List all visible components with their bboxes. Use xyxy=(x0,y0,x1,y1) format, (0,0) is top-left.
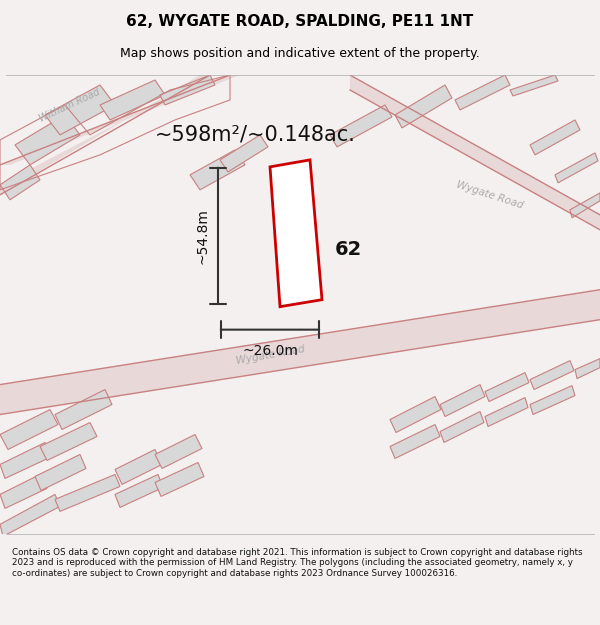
Polygon shape xyxy=(390,397,441,432)
Polygon shape xyxy=(55,389,112,429)
Polygon shape xyxy=(35,454,86,491)
Text: 62, WYGATE ROAD, SPALDING, PE11 1NT: 62, WYGATE ROAD, SPALDING, PE11 1NT xyxy=(127,14,473,29)
Polygon shape xyxy=(190,150,245,190)
Polygon shape xyxy=(115,474,163,508)
Polygon shape xyxy=(155,434,202,469)
Polygon shape xyxy=(160,75,215,105)
Polygon shape xyxy=(0,290,600,414)
Polygon shape xyxy=(45,85,115,135)
Polygon shape xyxy=(0,75,240,165)
Text: Wygate Road: Wygate Road xyxy=(235,344,305,366)
Text: Contains OS data © Crown copyright and database right 2021. This information is : Contains OS data © Crown copyright and d… xyxy=(12,548,583,578)
Polygon shape xyxy=(0,494,60,536)
Polygon shape xyxy=(220,135,268,172)
Polygon shape xyxy=(510,75,558,96)
Polygon shape xyxy=(15,115,80,165)
Text: ~54.8m: ~54.8m xyxy=(196,208,210,264)
Text: ~26.0m: ~26.0m xyxy=(242,344,298,357)
Polygon shape xyxy=(0,165,40,200)
Polygon shape xyxy=(55,474,120,511)
Polygon shape xyxy=(395,85,452,128)
Polygon shape xyxy=(485,398,528,426)
Polygon shape xyxy=(0,409,58,449)
Polygon shape xyxy=(40,422,97,461)
Polygon shape xyxy=(530,361,574,389)
Polygon shape xyxy=(0,442,52,479)
Text: ~598m²/~0.148ac.: ~598m²/~0.148ac. xyxy=(155,125,356,145)
Text: Witham Road: Witham Road xyxy=(38,86,102,123)
Polygon shape xyxy=(0,474,47,508)
Polygon shape xyxy=(485,372,529,401)
Polygon shape xyxy=(390,424,440,459)
Polygon shape xyxy=(270,160,322,307)
Polygon shape xyxy=(100,80,165,120)
Polygon shape xyxy=(115,449,162,484)
Polygon shape xyxy=(530,120,580,155)
Text: Map shows position and indicative extent of the property.: Map shows position and indicative extent… xyxy=(120,48,480,61)
Polygon shape xyxy=(440,384,485,416)
Text: Wygate Road: Wygate Road xyxy=(455,179,525,211)
Polygon shape xyxy=(155,462,204,496)
Polygon shape xyxy=(330,105,392,147)
Polygon shape xyxy=(555,153,598,183)
Polygon shape xyxy=(570,193,600,218)
Polygon shape xyxy=(0,75,210,195)
Text: 62: 62 xyxy=(335,240,362,259)
Polygon shape xyxy=(455,75,510,110)
Polygon shape xyxy=(440,411,484,442)
Polygon shape xyxy=(530,386,575,414)
Polygon shape xyxy=(350,75,600,230)
Polygon shape xyxy=(575,359,600,379)
